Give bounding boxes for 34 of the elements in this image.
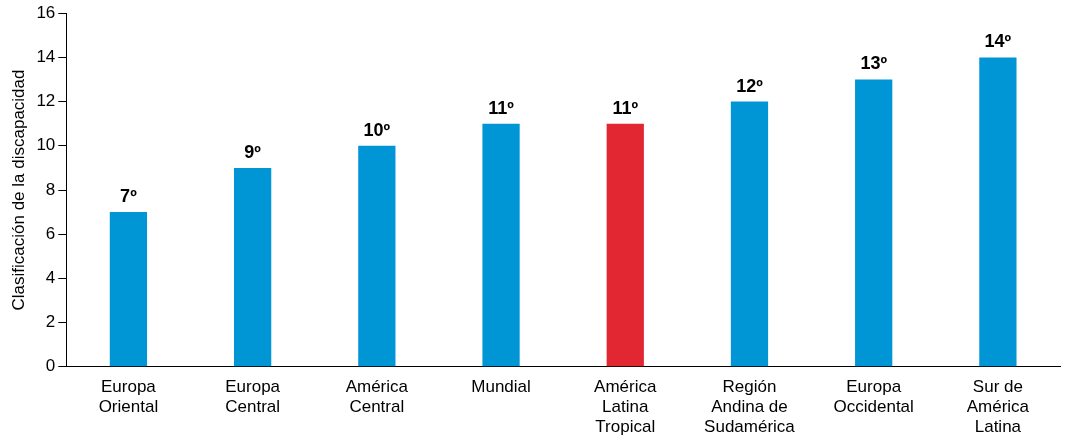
- x-tick-label: América Latina Tropical: [594, 376, 657, 437]
- x-tick-label: América Central: [345, 376, 409, 417]
- y-tick-label: 12: [36, 91, 56, 111]
- y-tick-label: 16: [36, 2, 56, 22]
- bar: [606, 123, 644, 367]
- bar: [482, 123, 520, 367]
- data-label: 14º: [984, 31, 1012, 52]
- y-tick-label: 0: [45, 356, 56, 376]
- y-tick-label: 6: [45, 223, 56, 243]
- bar: [234, 167, 272, 367]
- data-label: 11º: [488, 97, 515, 118]
- x-tick-label: Región Andina de Sudamérica: [704, 376, 796, 437]
- data-label: 7º: [120, 186, 138, 207]
- bar: [109, 212, 148, 367]
- data-label: 11º: [612, 97, 639, 118]
- data-label: 9º: [244, 141, 262, 162]
- x-tick-label: Europa Oriental: [98, 376, 159, 417]
- x-tick-label: Europa Occidental: [833, 376, 914, 417]
- data-label: 10º: [363, 119, 391, 140]
- x-tick-label: Europa Central: [225, 376, 281, 417]
- bar: [855, 79, 893, 367]
- y-tick-label: 2: [45, 312, 56, 332]
- y-tick-label: 14: [36, 47, 56, 67]
- y-tick-label: 8: [45, 179, 56, 199]
- data-label: 12º: [736, 75, 764, 96]
- x-tick-label: Sur de América Latina: [966, 376, 1030, 437]
- y-tick-label: 4: [45, 268, 56, 288]
- bar: [730, 101, 769, 367]
- bar: [358, 145, 396, 367]
- data-label: 13º: [860, 53, 888, 74]
- y-axis-title: Clasificación de la discapacidad: [8, 69, 28, 311]
- bar: [979, 57, 1017, 367]
- y-tick-label: 10: [36, 135, 56, 155]
- x-tick-label: Mundial: [471, 376, 531, 396]
